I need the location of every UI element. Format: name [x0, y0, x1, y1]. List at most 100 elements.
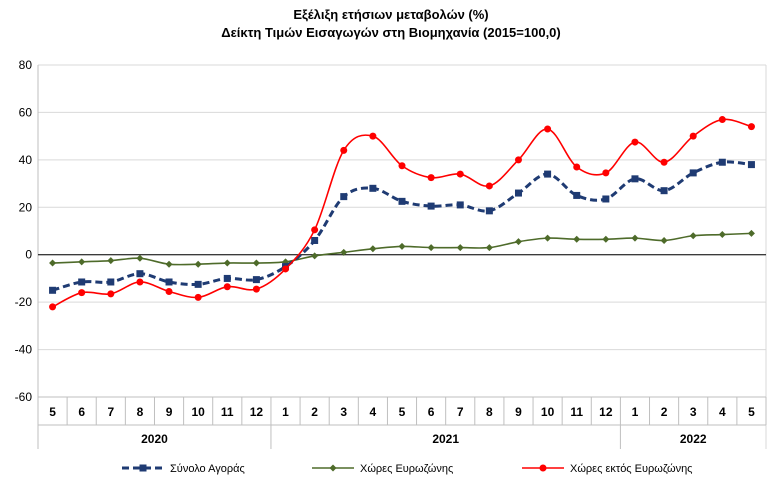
data-point [340, 193, 348, 201]
y-tick-label: -60 [15, 390, 33, 404]
data-point [456, 244, 464, 252]
chart-title: Εξέλιξη ετήσιων μεταβολών (%) Δείκτη Τιμ… [0, 6, 782, 42]
data-point [689, 132, 697, 140]
data-point [369, 245, 377, 253]
y-tick-label: 0 [25, 248, 32, 262]
data-point [165, 260, 173, 268]
x-tick-label: 3 [340, 405, 347, 419]
data-point [194, 280, 202, 288]
data-point [311, 236, 319, 244]
data-point [223, 283, 231, 291]
data-point [398, 242, 406, 250]
data-point [660, 187, 668, 195]
data-point [78, 289, 86, 297]
data-point [427, 244, 435, 252]
x-tick-label: 7 [107, 405, 114, 419]
y-tick-label: 60 [19, 105, 33, 119]
x-tick-label: 6 [78, 405, 85, 419]
data-point [340, 146, 348, 154]
x-tick-label: 8 [137, 405, 144, 419]
x-tick-label: 4 [719, 405, 726, 419]
x-tick-label: 5 [399, 405, 406, 419]
data-point [456, 201, 464, 209]
data-point [689, 169, 697, 177]
data-point [107, 278, 115, 286]
data-point [514, 238, 522, 246]
data-point [369, 184, 377, 192]
data-point [252, 285, 260, 293]
data-point [223, 274, 231, 282]
series-line [52, 160, 752, 292]
data-point [747, 123, 755, 131]
x-tick-label: 8 [486, 405, 493, 419]
data-point [631, 138, 639, 146]
data-point [660, 158, 668, 166]
data-point [136, 278, 144, 286]
data-point [718, 116, 726, 124]
x-tick-label: 6 [428, 405, 435, 419]
data-point [427, 202, 435, 210]
data-point [311, 252, 319, 260]
chart-title-line1: Εξέλιξη ετήσιων μεταβολών (%) [293, 7, 489, 22]
data-point [514, 189, 522, 197]
data-point [194, 293, 202, 301]
legend-marker [139, 464, 147, 472]
x-tick-label: 2 [661, 405, 668, 419]
x-tick-label: 5 [748, 405, 755, 419]
data-point [631, 175, 639, 183]
x-tick-label: 10 [541, 405, 555, 419]
data-point [485, 182, 493, 190]
x-tick-label: 9 [515, 405, 522, 419]
data-point [602, 169, 610, 177]
data-point [136, 270, 144, 278]
data-point [602, 195, 610, 203]
x-tick-label: 5 [49, 405, 56, 419]
data-point [718, 231, 726, 239]
data-point [282, 265, 290, 273]
series-line [52, 118, 752, 308]
data-point [311, 226, 319, 234]
x-tick-label: 3 [690, 405, 697, 419]
x-tick-label: 1 [632, 405, 639, 419]
data-point [107, 290, 115, 298]
data-point [252, 276, 260, 284]
data-point [514, 156, 522, 164]
x-tick-label: 9 [166, 405, 173, 419]
data-point [398, 197, 406, 205]
x-tick-label: 12 [250, 405, 264, 419]
data-point [573, 235, 581, 243]
legend-label: Χώρες εκτός Ευρωζώνης [570, 463, 693, 475]
x-tick-label: 11 [221, 405, 234, 419]
data-point [107, 257, 115, 265]
data-point [747, 161, 755, 169]
x-tick-label: 2 [311, 405, 318, 419]
data-point [718, 158, 726, 166]
data-point [78, 258, 86, 266]
x-tick-label: 4 [370, 405, 377, 419]
data-point [49, 303, 57, 311]
data-point [223, 259, 231, 267]
data-point [544, 170, 552, 178]
data-point [747, 229, 755, 237]
data-point [631, 234, 639, 242]
data-point [485, 244, 493, 252]
x-tick-label: 11 [570, 405, 583, 419]
data-point [602, 235, 610, 243]
data-point [660, 236, 668, 244]
data-point [340, 248, 348, 256]
data-point [49, 259, 57, 267]
data-point [573, 163, 581, 171]
data-point [573, 191, 581, 199]
data-point [252, 259, 260, 267]
data-point [165, 278, 173, 286]
data-point [165, 287, 173, 295]
y-tick-label: 40 [19, 153, 33, 167]
data-point [427, 174, 435, 182]
legend-label: Χώρες Ευρωζώνης [360, 463, 453, 475]
y-tick-label: -40 [15, 343, 33, 357]
data-point [49, 286, 57, 294]
data-point [194, 260, 202, 268]
data-point [136, 254, 144, 262]
x-tick-label: 12 [599, 405, 613, 419]
